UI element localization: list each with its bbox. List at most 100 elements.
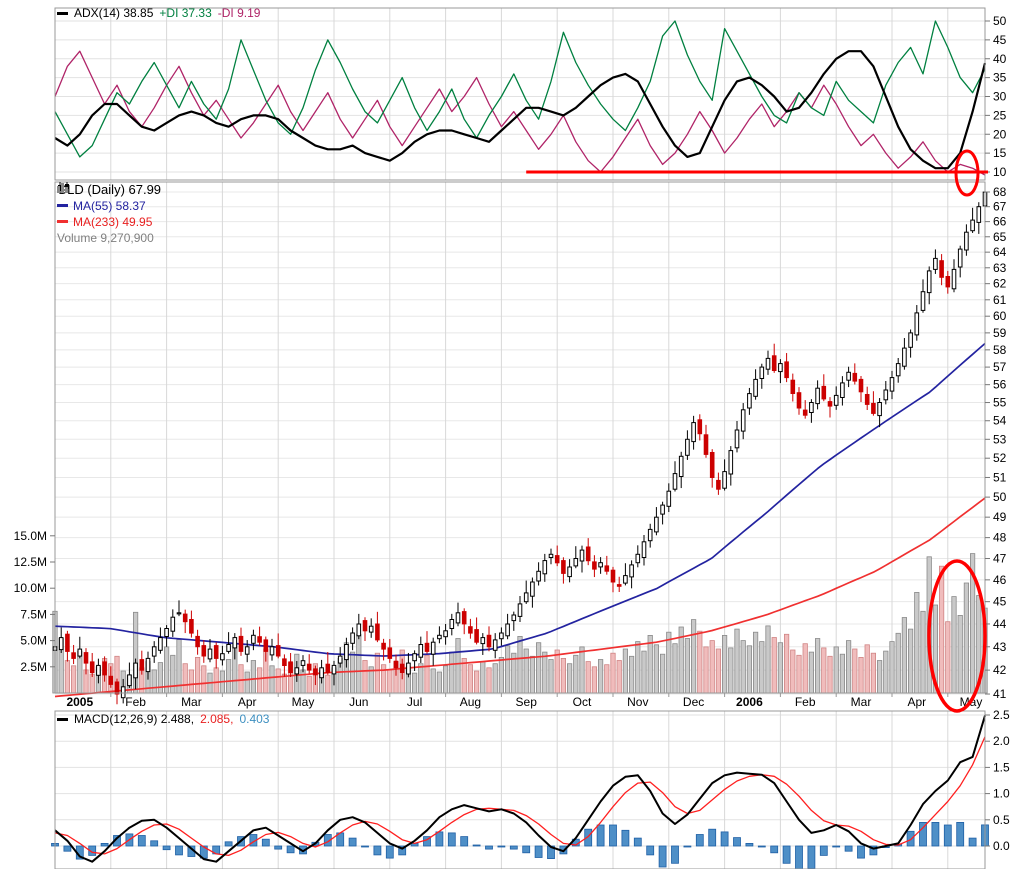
ma233-line [54,497,986,698]
panel-borders [54,7,986,869]
month-gridlines [110,8,949,869]
svg-text:63: 63 [993,261,1007,275]
minus-di-line [54,50,986,176]
svg-text:1.5: 1.5 [993,760,1010,774]
svg-text:64: 64 [993,245,1007,259]
svg-text:60: 60 [993,309,1007,323]
price-legend: GLD (Daily) 67.99 MA(55) 58.37 MA(233) 4… [57,182,161,245]
volume-circle-annotation [927,559,987,713]
svg-text:30: 30 [993,90,1007,104]
svg-text:Apr: Apr [238,695,257,709]
svg-text:40: 40 [993,52,1007,66]
svg-text:2.0: 2.0 [993,734,1010,748]
svg-text:43: 43 [993,640,1007,654]
ma55-legend-row: MA(55) 58.37 [57,198,146,213]
svg-text:49: 49 [993,510,1007,524]
volume-legend-row: Volume 9,270,900 [57,183,154,245]
svg-text:54: 54 [993,414,1007,428]
svg-text:Apr: Apr [907,695,926,709]
svg-text:35: 35 [993,71,1007,85]
svg-text:Jul: Jul [407,695,422,709]
ma233-legend-label: MA(233) 49.95 [73,214,153,229]
svg-text:2006: 2006 [736,695,763,709]
ma233-line-swatch [57,220,68,223]
adx-line-swatch [57,11,68,15]
svg-text:2005: 2005 [66,695,93,709]
svg-text:50: 50 [993,14,1007,28]
svg-text:15: 15 [993,146,1007,160]
svg-text:2.5M: 2.5M [20,660,47,674]
adx-line [54,50,987,170]
svg-text:44: 44 [993,617,1007,631]
svg-text:0.0: 0.0 [993,839,1010,853]
svg-text:20: 20 [993,127,1007,141]
svg-text:Aug: Aug [460,695,481,709]
svg-text:57: 57 [993,360,1007,374]
svg-text:25: 25 [993,108,1007,122]
svg-text:58: 58 [993,343,1007,357]
svg-text:Nov: Nov [627,695,648,709]
svg-text:7.5M: 7.5M [20,607,47,621]
macd-legend-label: MACD(12,26,9) 2.488, [74,712,195,726]
svg-text:10.0M: 10.0M [14,581,47,595]
svg-text:59: 59 [993,326,1007,340]
svg-text:May: May [292,695,315,709]
svg-text:0.5: 0.5 [993,813,1010,827]
signal-line [54,736,986,857]
macd-legend: MACD(12,26,9) 2.488, 2.085, 0.403 [57,712,269,726]
volume-legend-label: Volume 9,270,900 [57,230,154,245]
svg-text:65: 65 [993,230,1007,244]
svg-text:67: 67 [993,200,1007,214]
svg-text:61: 61 [993,293,1007,307]
svg-text:47: 47 [993,552,1007,566]
svg-text:52: 52 [993,451,1007,465]
price-legend-title-row: GLD (Daily) 67.99 [57,182,161,197]
macd-signal-legend-label: 2.085, [200,712,234,726]
ma55-line-swatch [57,204,68,207]
candles [52,183,988,705]
macd-line [54,715,986,863]
svg-text:Feb: Feb [795,695,816,709]
svg-text:42: 42 [993,663,1007,677]
svg-text:51: 51 [993,470,1007,484]
svg-text:56: 56 [993,378,1007,392]
volume-bars-icon [57,183,68,193]
svg-text:46: 46 [993,573,1007,587]
svg-text:Jun: Jun [349,695,368,709]
svg-text:53: 53 [993,432,1007,446]
svg-text:41: 41 [993,687,1007,701]
svg-text:45: 45 [993,595,1007,609]
macd-axis-labels: 0.0 0.5 1.0 1.5 2.0 2.5 [985,708,1010,853]
svg-text:10: 10 [993,165,1007,179]
volume-axis-labels: 2.5M 5.0M 7.5M 10.0M 12.5M 15.0M [14,529,55,674]
svg-text:50: 50 [993,490,1007,504]
month-labels: 2005 Feb Mar Apr May Jun Jul Aug Sep Oct Nov Dec 200… [66,695,982,709]
adx-legend: ADX(14) 38.85 +DI 37.33 -DI 9.19 [57,6,260,20]
plus-di-legend-label: +DI 37.33 [159,6,212,20]
plus-di-line [54,20,986,158]
svg-text:48: 48 [993,531,1007,545]
macd-line-swatch [57,717,68,721]
svg-text:Dec: Dec [683,695,704,709]
macd-histogram [51,822,989,869]
adx-axis-labels: 10 15 20 25 30 35 40 45 50 [985,14,1007,179]
price-axis-labels: 41 42 43 44 45 46 47 48 49 50 51 52 53 54 55 56 57 58 59 60… [985,185,1007,701]
svg-text:Mar: Mar [181,695,202,709]
volume-bars [52,553,988,694]
macd-hist-legend-label: 0.403 [239,712,270,726]
svg-text:1.0: 1.0 [993,787,1010,801]
svg-text:Feb: Feb [125,695,146,709]
svg-text:62: 62 [993,277,1007,291]
svg-text:15.0M: 15.0M [14,529,47,543]
minus-di-legend-label: -DI 9.19 [217,6,261,20]
symbol-title: GLD (Daily) 67.99 [57,182,162,197]
svg-text:2.5: 2.5 [993,708,1010,722]
svg-text:Mar: Mar [851,695,872,709]
svg-text:68: 68 [993,185,1007,199]
ma233-legend-row: MA(233) 49.95 [57,214,152,229]
adx-legend-label: ADX(14) 38.85 [74,6,154,20]
svg-text:Sep: Sep [516,695,538,709]
svg-text:12.5M: 12.5M [14,555,47,569]
